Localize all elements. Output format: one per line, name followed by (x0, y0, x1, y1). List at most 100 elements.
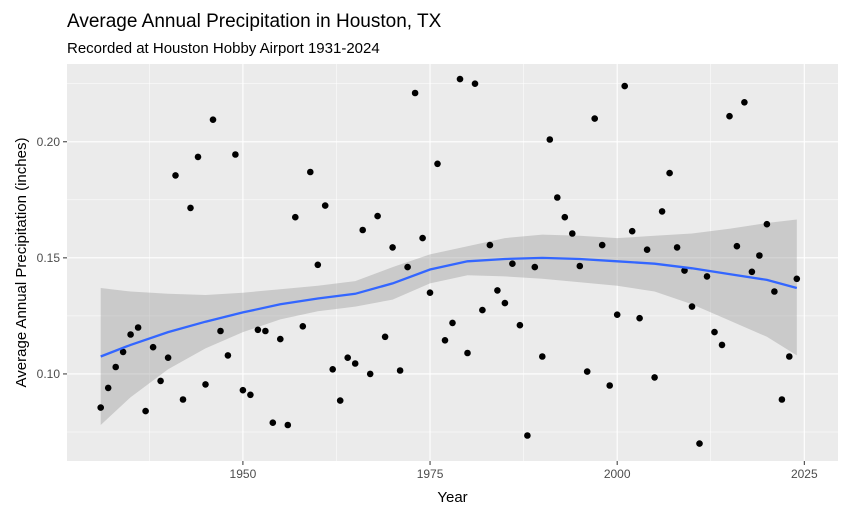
y-tick-label-0.20: 0.20 (37, 135, 61, 149)
data-point-1956 (284, 421, 292, 429)
data-point-1957 (292, 213, 299, 221)
data-point-2022 (778, 396, 786, 403)
data-point-2024 (793, 275, 801, 283)
data-point-1976 (434, 160, 441, 168)
x-tick-label-1950: 1950 (230, 467, 257, 481)
data-point-2000 (613, 311, 621, 319)
data-point-1960 (314, 261, 322, 269)
chart-title: Average Annual Precipitation in Houston,… (67, 11, 442, 32)
data-point-1987 (516, 321, 524, 329)
data-point-1991 (546, 136, 554, 143)
data-point-1968 (374, 212, 381, 220)
data-point-1999 (606, 382, 613, 389)
data-point-1954 (269, 419, 277, 427)
data-point-1984 (494, 287, 501, 294)
data-point-1971 (396, 367, 404, 374)
data-point-1975 (426, 289, 434, 297)
x-tick-label-2025: 2025 (791, 467, 818, 481)
data-point-1974 (419, 234, 426, 242)
data-point-1955 (277, 335, 284, 343)
data-point-1936 (134, 324, 142, 331)
data-point-1963 (336, 397, 344, 404)
data-point-1958 (299, 323, 307, 330)
data-point-2008 (673, 244, 681, 251)
data-point-1979 (456, 75, 464, 83)
data-point-1941 (172, 172, 179, 179)
data-point-2016 (733, 242, 741, 250)
data-point-2004 (643, 246, 651, 253)
minor-gridlines (67, 64, 838, 461)
data-point-1938 (149, 343, 157, 351)
data-point-1962 (329, 366, 337, 373)
data-point-2019 (756, 252, 763, 259)
data-point-2012 (703, 273, 711, 280)
data-point-1932 (104, 384, 112, 392)
confidence-band (100, 219, 797, 425)
data-point-1986 (509, 260, 516, 268)
data-point-1947 (217, 327, 224, 335)
data-point-1985 (501, 299, 509, 307)
data-point-1943 (187, 204, 194, 212)
data-point-2014 (718, 341, 726, 349)
y-axis-title: Average Annual Precipitation (inches) (13, 138, 30, 388)
data-point-1998 (598, 241, 606, 249)
data-point-1981 (471, 80, 479, 87)
data-point-1931 (97, 404, 104, 411)
data-point-2007 (666, 169, 673, 177)
data-point-1950 (239, 386, 247, 394)
data-point-1951 (247, 391, 254, 399)
data-point-2009 (681, 267, 688, 274)
data-point-1977 (441, 337, 449, 344)
data-point-2013 (711, 328, 718, 336)
data-point-1973 (411, 89, 419, 97)
x-tick-label-2000: 2000 (604, 467, 631, 481)
data-point-1937 (142, 407, 149, 415)
data-point-1933 (112, 363, 119, 371)
data-point-2021 (771, 288, 778, 295)
major-gridlines (67, 64, 838, 461)
data-point-1967 (366, 370, 374, 378)
data-point-1965 (351, 360, 359, 367)
data-point-1946 (209, 116, 217, 123)
data-point-1982 (479, 306, 486, 314)
data-point-2011 (696, 440, 703, 447)
data-point-2002 (628, 227, 636, 235)
x-axis-title: Year (437, 489, 467, 506)
data-point-1972 (404, 263, 411, 271)
data-point-1952 (254, 326, 262, 334)
data-point-1939 (157, 377, 164, 385)
data-point-1942 (179, 396, 187, 403)
smooth-trend-line (100, 256, 798, 358)
data-point-1992 (554, 194, 561, 201)
data-point-1995 (576, 262, 584, 270)
data-point-1964 (344, 354, 352, 362)
data-point-1940 (164, 354, 172, 362)
data-point-2010 (688, 303, 696, 310)
x-axis: 1950 1975 2000 2025 (230, 461, 818, 481)
data-point-1978 (449, 319, 456, 327)
data-point-1983 (486, 241, 494, 249)
data-point-1935 (127, 331, 134, 338)
data-point-1959 (307, 168, 314, 176)
data-point-1994 (569, 230, 576, 237)
data-point-1970 (389, 244, 396, 251)
data-point-2023 (786, 353, 793, 360)
data-point-1997 (591, 115, 598, 122)
data-point-1953 (262, 327, 269, 335)
data-point-1996 (583, 368, 591, 375)
data-point-1948 (224, 352, 232, 359)
plot-panel (67, 64, 838, 461)
data-point-1949 (232, 151, 239, 158)
data-point-1993 (561, 213, 569, 221)
data-point-1988 (524, 432, 531, 439)
data-point-1961 (321, 202, 329, 209)
data-point-2020 (763, 220, 771, 228)
x-tick-label-1975: 1975 (417, 467, 444, 481)
data-point-1945 (202, 381, 209, 388)
data-point-2001 (621, 82, 628, 90)
data-point-1980 (464, 349, 471, 357)
data-point-2006 (658, 208, 666, 215)
y-tick-label-0.15: 0.15 (37, 251, 61, 265)
data-point-2015 (726, 112, 733, 120)
